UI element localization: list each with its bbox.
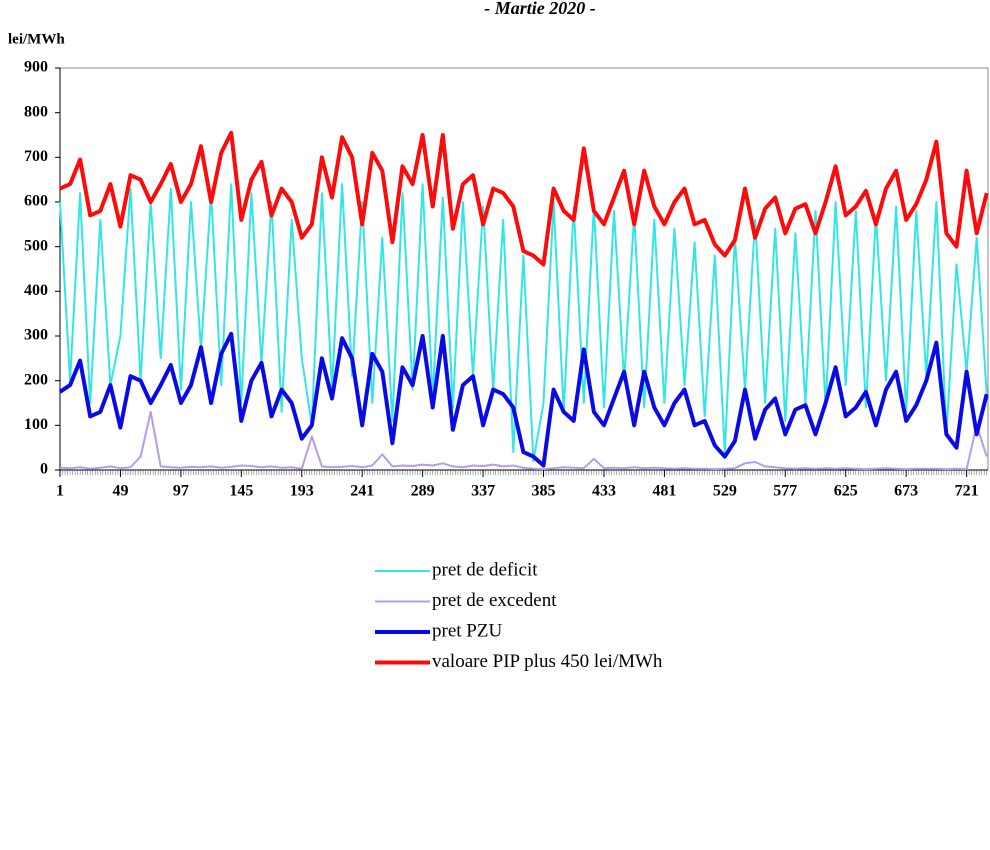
y-tick-label: 200 (24, 371, 48, 388)
y-tick-label: 0 (40, 461, 48, 478)
y-tick-label: 900 (24, 59, 48, 76)
x-tick-label: 1 (56, 483, 64, 500)
y-tick-label: 300 (24, 327, 48, 344)
x-tick-label: 193 (290, 483, 314, 500)
x-tick-label: 577 (773, 483, 797, 500)
x-tick-label: 337 (471, 483, 495, 500)
x-tick-label: 385 (532, 483, 556, 500)
y-tick-label: 100 (24, 416, 48, 433)
x-tick-label: 481 (652, 483, 676, 500)
x-tick-label: 97 (173, 483, 189, 500)
legend-label: pret de deficit (432, 559, 538, 580)
x-tick-label: 625 (834, 483, 858, 500)
x-tick-label: 433 (592, 483, 616, 500)
x-tick-label: 145 (229, 483, 253, 500)
x-tick-label: 241 (350, 483, 374, 500)
legend-label: pret de excedent (432, 590, 557, 611)
series-line (59, 130, 989, 267)
chart-title: - Martie 2020 - (484, 0, 596, 18)
x-tick-label: 721 (955, 483, 979, 500)
series-line (59, 410, 988, 471)
y-tick-label: 400 (24, 282, 48, 299)
x-minor-ticks (59, 470, 988, 475)
y-axis-label: lei/MWh (8, 31, 65, 47)
y-tick-label: 600 (24, 193, 48, 210)
y-tick-label: 700 (24, 148, 48, 165)
y-tick-label: 800 (24, 103, 48, 120)
x-tick-label: 49 (112, 483, 128, 500)
x-tick-label: 529 (713, 483, 737, 500)
y-tick-label: 500 (24, 237, 48, 254)
x-tick-label: 289 (411, 483, 435, 500)
x-tick-label: 673 (894, 483, 918, 500)
series-line (59, 183, 988, 463)
legend-label: valoare PIP plus 450 lei/MWh (432, 651, 663, 672)
legend-label: pret PZU (432, 620, 502, 641)
series-line (58, 331, 989, 468)
